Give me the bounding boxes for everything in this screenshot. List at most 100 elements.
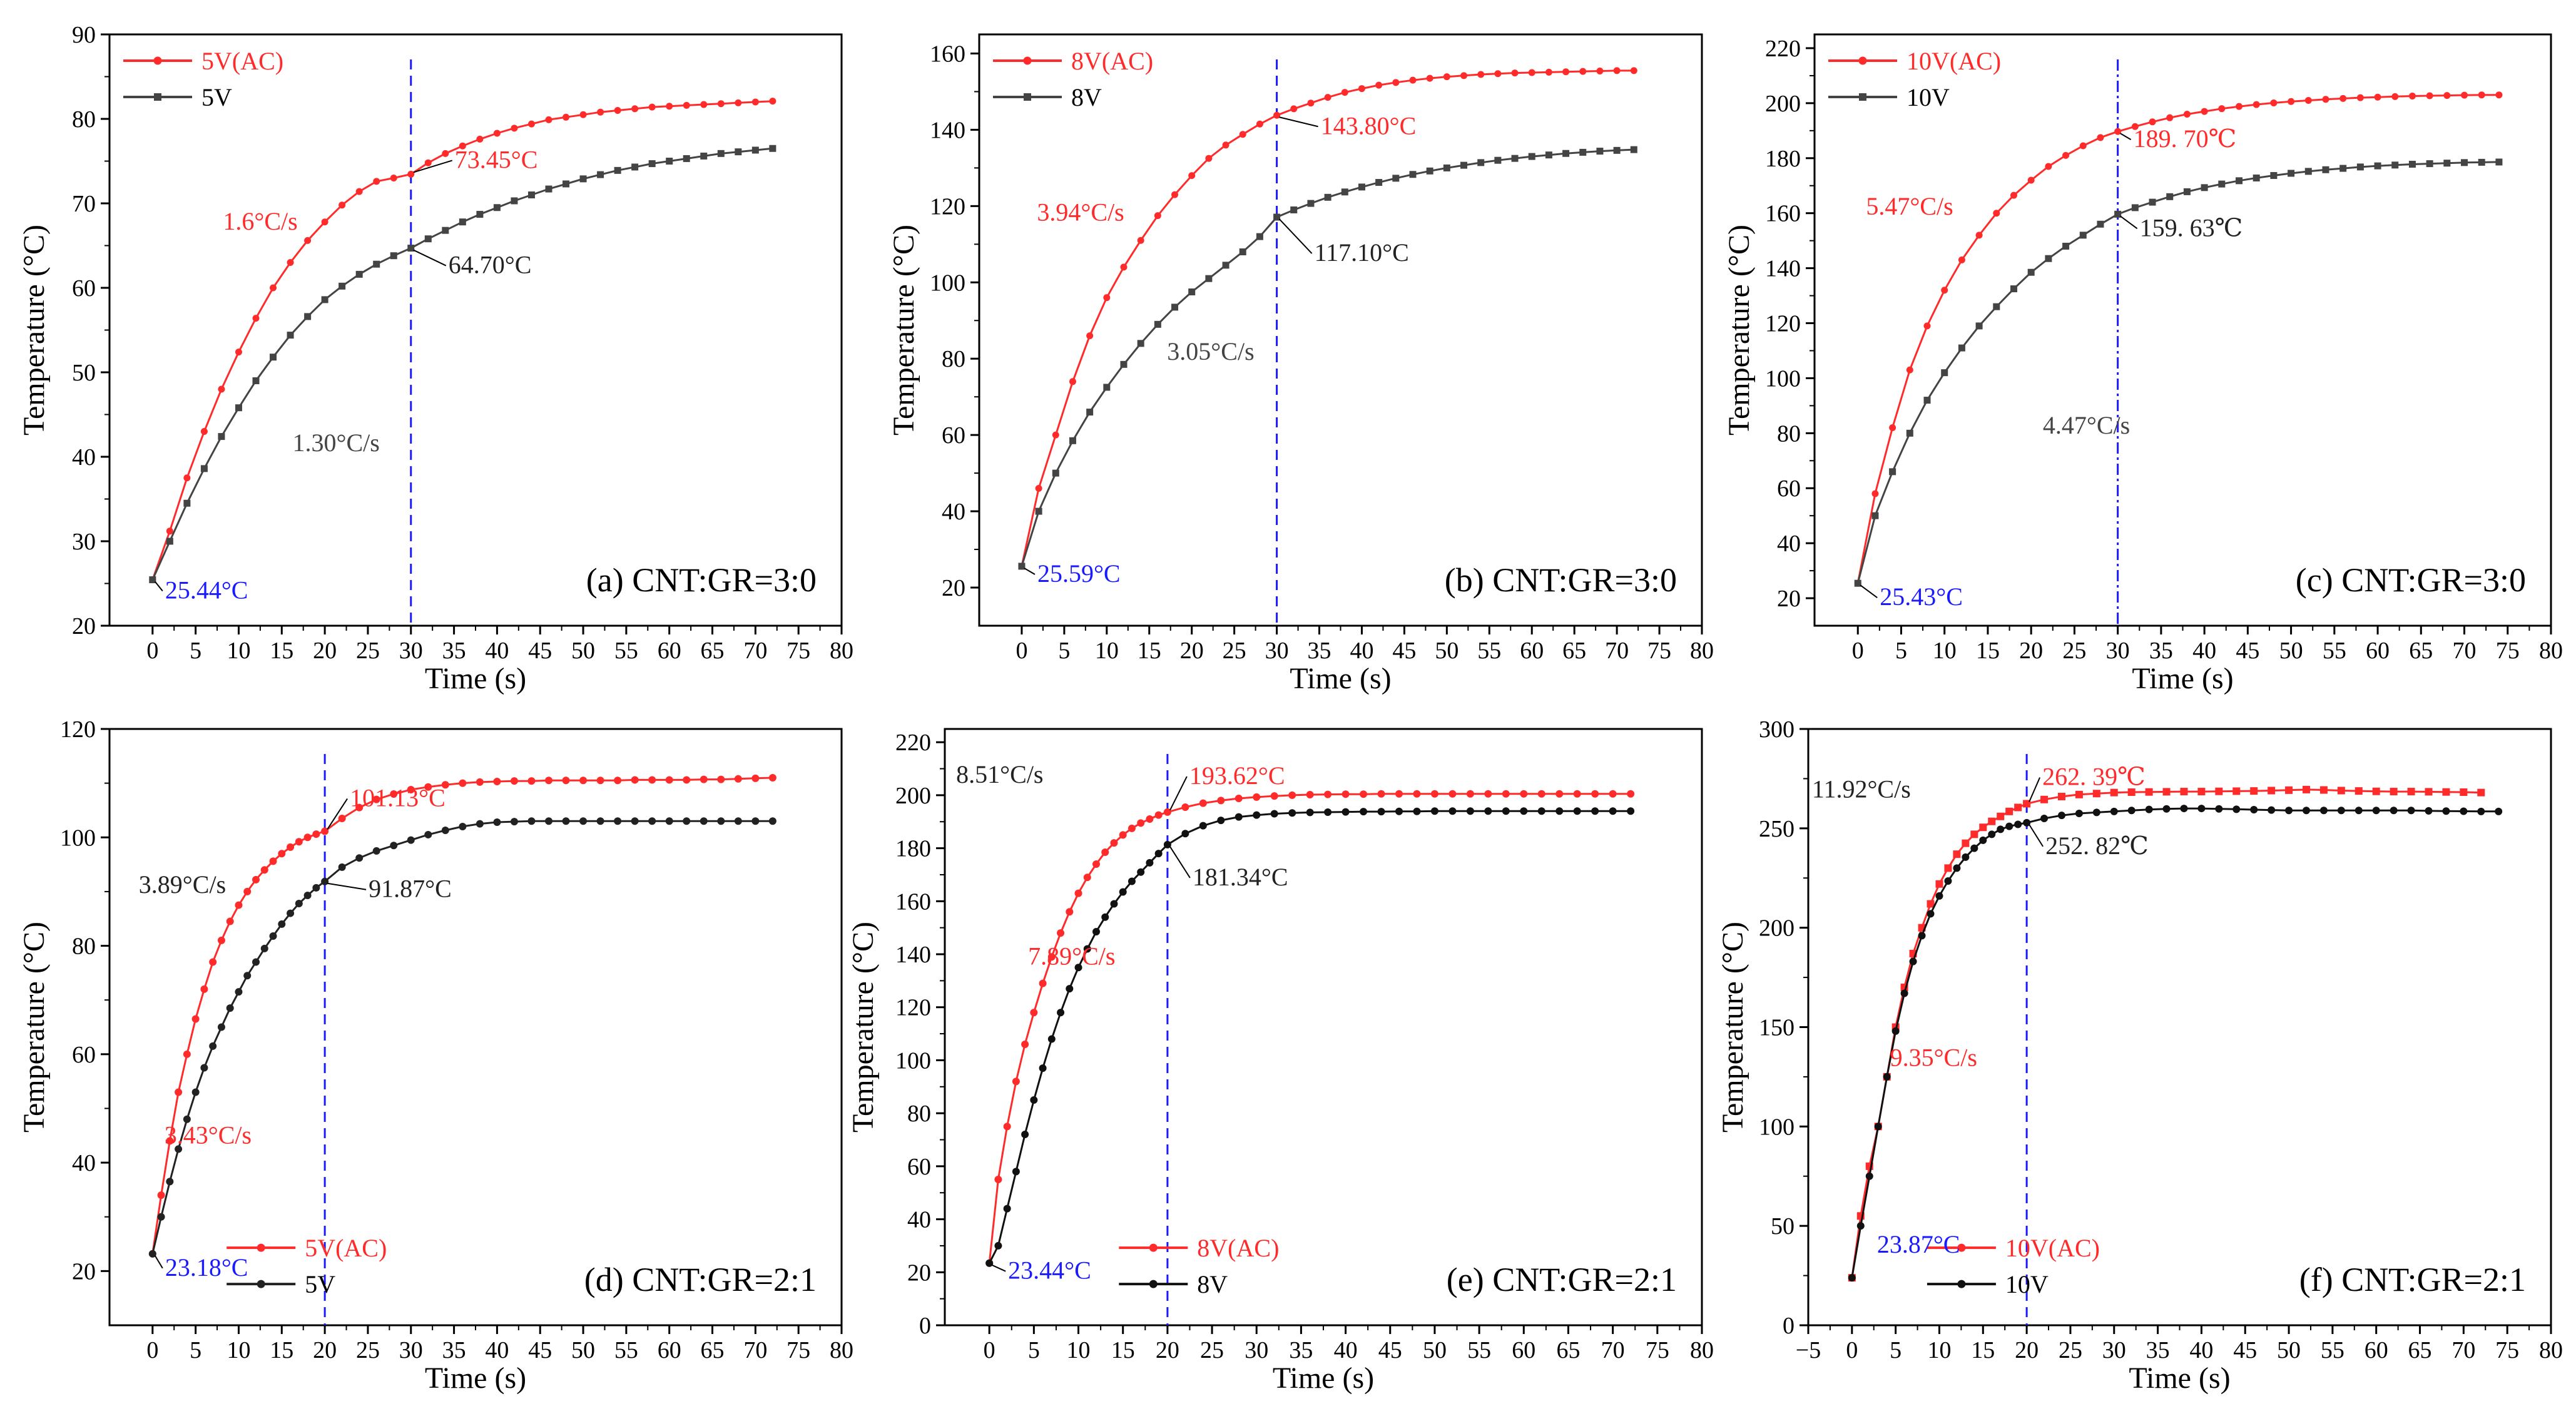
annotation-label: 159. 63℃	[2140, 213, 2243, 242]
x-tick-label: 15	[270, 638, 293, 664]
data-point	[1613, 67, 1621, 74]
legend-label: 8V	[1197, 1270, 1228, 1298]
data-point	[2461, 91, 2468, 99]
data-point	[304, 237, 312, 244]
annotation-label: 25.59°C	[1037, 559, 1121, 588]
data-point	[252, 875, 260, 884]
y-tick-label: 80	[907, 1101, 931, 1127]
x-axis-label: Time (s)	[425, 1362, 526, 1395]
x-axis-label: Time (s)	[1273, 1362, 1374, 1395]
data-point	[717, 817, 725, 825]
data-point	[235, 404, 242, 412]
data-point	[596, 777, 604, 785]
annotation-label: 1.30°C/s	[293, 429, 380, 457]
data-point	[1579, 148, 1587, 156]
data-point	[2145, 788, 2153, 796]
data-point	[1306, 791, 1314, 799]
data-point	[1273, 111, 1281, 119]
annotation-leader	[2120, 133, 2132, 141]
data-point	[1958, 344, 1965, 352]
x-tick-label: 60	[1520, 638, 1544, 664]
data-point	[1066, 985, 1074, 993]
annotation-label: 23.18°C	[165, 1253, 248, 1281]
annotation-leader	[1169, 846, 1191, 879]
data-point	[2425, 788, 2433, 796]
data-point	[1988, 817, 1996, 825]
x-tick-label: 50	[1435, 638, 1459, 664]
chart-panel-3: 0 5 10 15 20 25 30 35 40 45 50 55 60 65 70 75 80 20 40 60 80…	[1723, 33, 2563, 695]
data-point	[2250, 805, 2258, 813]
x-tick-label: 0	[984, 1337, 995, 1363]
data-point	[2040, 795, 2049, 803]
data-point	[1171, 303, 1179, 311]
data-point	[287, 332, 294, 339]
x-tick-label: 5	[1895, 638, 1907, 664]
data-point	[751, 98, 759, 106]
annotation-leader	[1860, 584, 1878, 598]
data-point	[2097, 134, 2104, 141]
data-point	[1856, 1222, 1865, 1230]
x-tick-label: 30	[2102, 1337, 2126, 1363]
data-point	[295, 899, 303, 907]
data-point	[2442, 788, 2450, 796]
data-point	[2027, 268, 2035, 276]
x-tick-label: 25	[2062, 638, 2086, 664]
data-point	[1874, 1123, 1882, 1131]
legend-label: 5V(AC)	[201, 47, 283, 75]
data-point	[1409, 171, 1417, 178]
data-point	[734, 775, 742, 783]
x-tick-label: 55	[2323, 638, 2346, 664]
data-point	[407, 836, 415, 844]
x-tick-label: 75	[1646, 1337, 1669, 1363]
data-point	[1988, 830, 1996, 838]
data-point	[1871, 512, 1879, 519]
legend-marker	[1149, 1280, 1158, 1288]
chart-panel-6: −5 0 5 10 15 20 25 30 35 40 45 50 55 60 65 70 75 80050100…	[1716, 716, 2563, 1395]
y-tick-label: 20	[942, 575, 965, 601]
y-tick-label: 220	[895, 730, 931, 756]
data-point	[1537, 807, 1545, 815]
data-point	[175, 1145, 183, 1153]
y-axis-label: Temperature (°C)	[847, 922, 880, 1133]
data-point	[2218, 180, 2226, 188]
data-point	[1074, 964, 1082, 972]
annotation-leader	[413, 249, 447, 267]
data-point	[2131, 123, 2139, 130]
data-point	[269, 932, 277, 940]
x-tick-label: 80	[830, 1337, 853, 1363]
data-point	[1591, 807, 1599, 815]
x-tick-label: 70	[2453, 638, 2477, 664]
annotation-label: 9.35°C/s	[1890, 1043, 1977, 1071]
data-point	[1906, 429, 1913, 437]
data-point	[2110, 788, 2118, 797]
data-point	[1596, 148, 1604, 155]
x-tick-label: 10	[1095, 638, 1119, 664]
data-point	[2166, 193, 2174, 200]
data-point	[390, 790, 398, 798]
x-tick-label: 50	[571, 1337, 595, 1363]
x-tick-label: 40	[485, 1337, 509, 1363]
data-point	[1979, 836, 1987, 844]
x-tick-label: 75	[1647, 638, 1671, 664]
data-point	[2407, 807, 2415, 815]
data-point	[1358, 85, 1365, 93]
data-point	[1377, 790, 1385, 798]
x-tick-label: 75	[2495, 1337, 2519, 1363]
data-point	[631, 163, 639, 171]
data-point	[1137, 868, 1145, 876]
y-tick-label: 120	[895, 995, 931, 1021]
data-point	[339, 201, 346, 209]
data-point	[166, 1178, 174, 1186]
data-point	[1545, 151, 1552, 159]
data-point	[666, 158, 673, 165]
y-tick-label: 60	[72, 275, 96, 302]
data-point	[2288, 98, 2295, 105]
data-point	[683, 155, 690, 162]
data-point	[1101, 848, 1109, 856]
x-tick-label: 55	[614, 1337, 638, 1363]
x-tick-label: 60	[2366, 638, 2390, 664]
x-tick-label: 80	[1690, 1337, 1714, 1363]
data-point	[683, 101, 690, 109]
data-point	[579, 175, 587, 183]
data-point	[1997, 812, 2005, 820]
